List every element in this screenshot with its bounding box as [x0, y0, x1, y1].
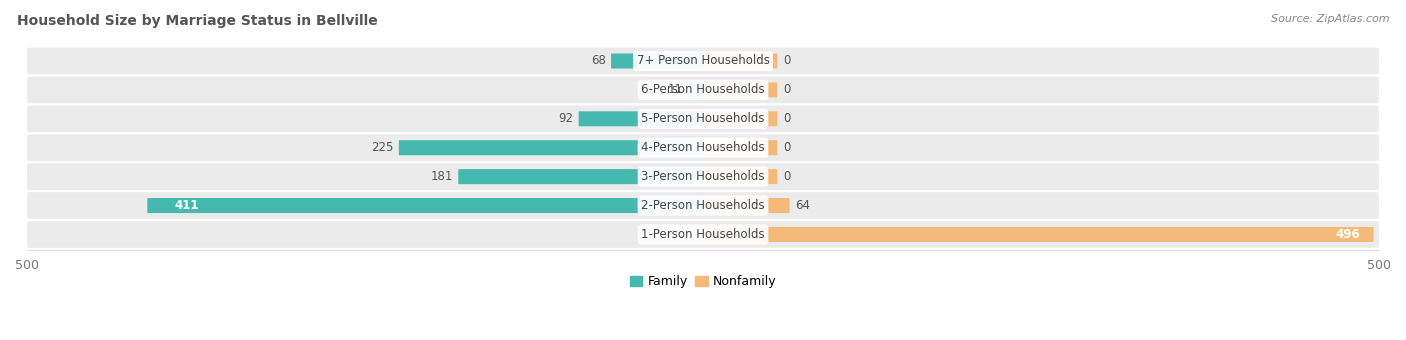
Text: 0: 0 — [783, 54, 790, 68]
FancyBboxPatch shape — [703, 227, 1374, 242]
Text: 4-Person Households: 4-Person Households — [641, 141, 765, 154]
FancyBboxPatch shape — [703, 111, 778, 126]
Text: 11: 11 — [668, 83, 683, 97]
Text: 64: 64 — [794, 199, 810, 212]
Text: 0: 0 — [783, 170, 790, 183]
Text: 0: 0 — [783, 83, 790, 97]
Text: Household Size by Marriage Status in Bellville: Household Size by Marriage Status in Bel… — [17, 14, 378, 28]
Text: 0: 0 — [783, 112, 790, 125]
FancyBboxPatch shape — [27, 134, 1379, 161]
Text: 181: 181 — [430, 170, 453, 183]
FancyBboxPatch shape — [703, 198, 790, 213]
Text: 225: 225 — [371, 141, 394, 154]
Text: Source: ZipAtlas.com: Source: ZipAtlas.com — [1271, 14, 1389, 23]
FancyBboxPatch shape — [27, 48, 1379, 74]
Text: 7+ Person Households: 7+ Person Households — [637, 54, 769, 68]
FancyBboxPatch shape — [688, 82, 703, 98]
Text: 2-Person Households: 2-Person Households — [641, 199, 765, 212]
Text: 5-Person Households: 5-Person Households — [641, 112, 765, 125]
FancyBboxPatch shape — [703, 53, 778, 68]
FancyBboxPatch shape — [612, 53, 703, 68]
Text: 411: 411 — [174, 199, 198, 212]
FancyBboxPatch shape — [27, 221, 1379, 248]
FancyBboxPatch shape — [148, 198, 703, 213]
Legend: Family, Nonfamily: Family, Nonfamily — [624, 270, 782, 293]
Text: 0: 0 — [783, 141, 790, 154]
Text: 496: 496 — [1336, 228, 1360, 241]
FancyBboxPatch shape — [703, 169, 778, 184]
Text: 1-Person Households: 1-Person Households — [641, 228, 765, 241]
FancyBboxPatch shape — [27, 76, 1379, 103]
FancyBboxPatch shape — [703, 82, 778, 98]
Text: 92: 92 — [558, 112, 574, 125]
FancyBboxPatch shape — [703, 140, 778, 155]
Text: 6-Person Households: 6-Person Households — [641, 83, 765, 97]
FancyBboxPatch shape — [399, 140, 703, 155]
Text: 68: 68 — [591, 54, 606, 68]
FancyBboxPatch shape — [27, 163, 1379, 190]
FancyBboxPatch shape — [458, 169, 703, 184]
FancyBboxPatch shape — [579, 111, 703, 126]
Text: 3-Person Households: 3-Person Households — [641, 170, 765, 183]
FancyBboxPatch shape — [27, 105, 1379, 132]
FancyBboxPatch shape — [27, 192, 1379, 219]
